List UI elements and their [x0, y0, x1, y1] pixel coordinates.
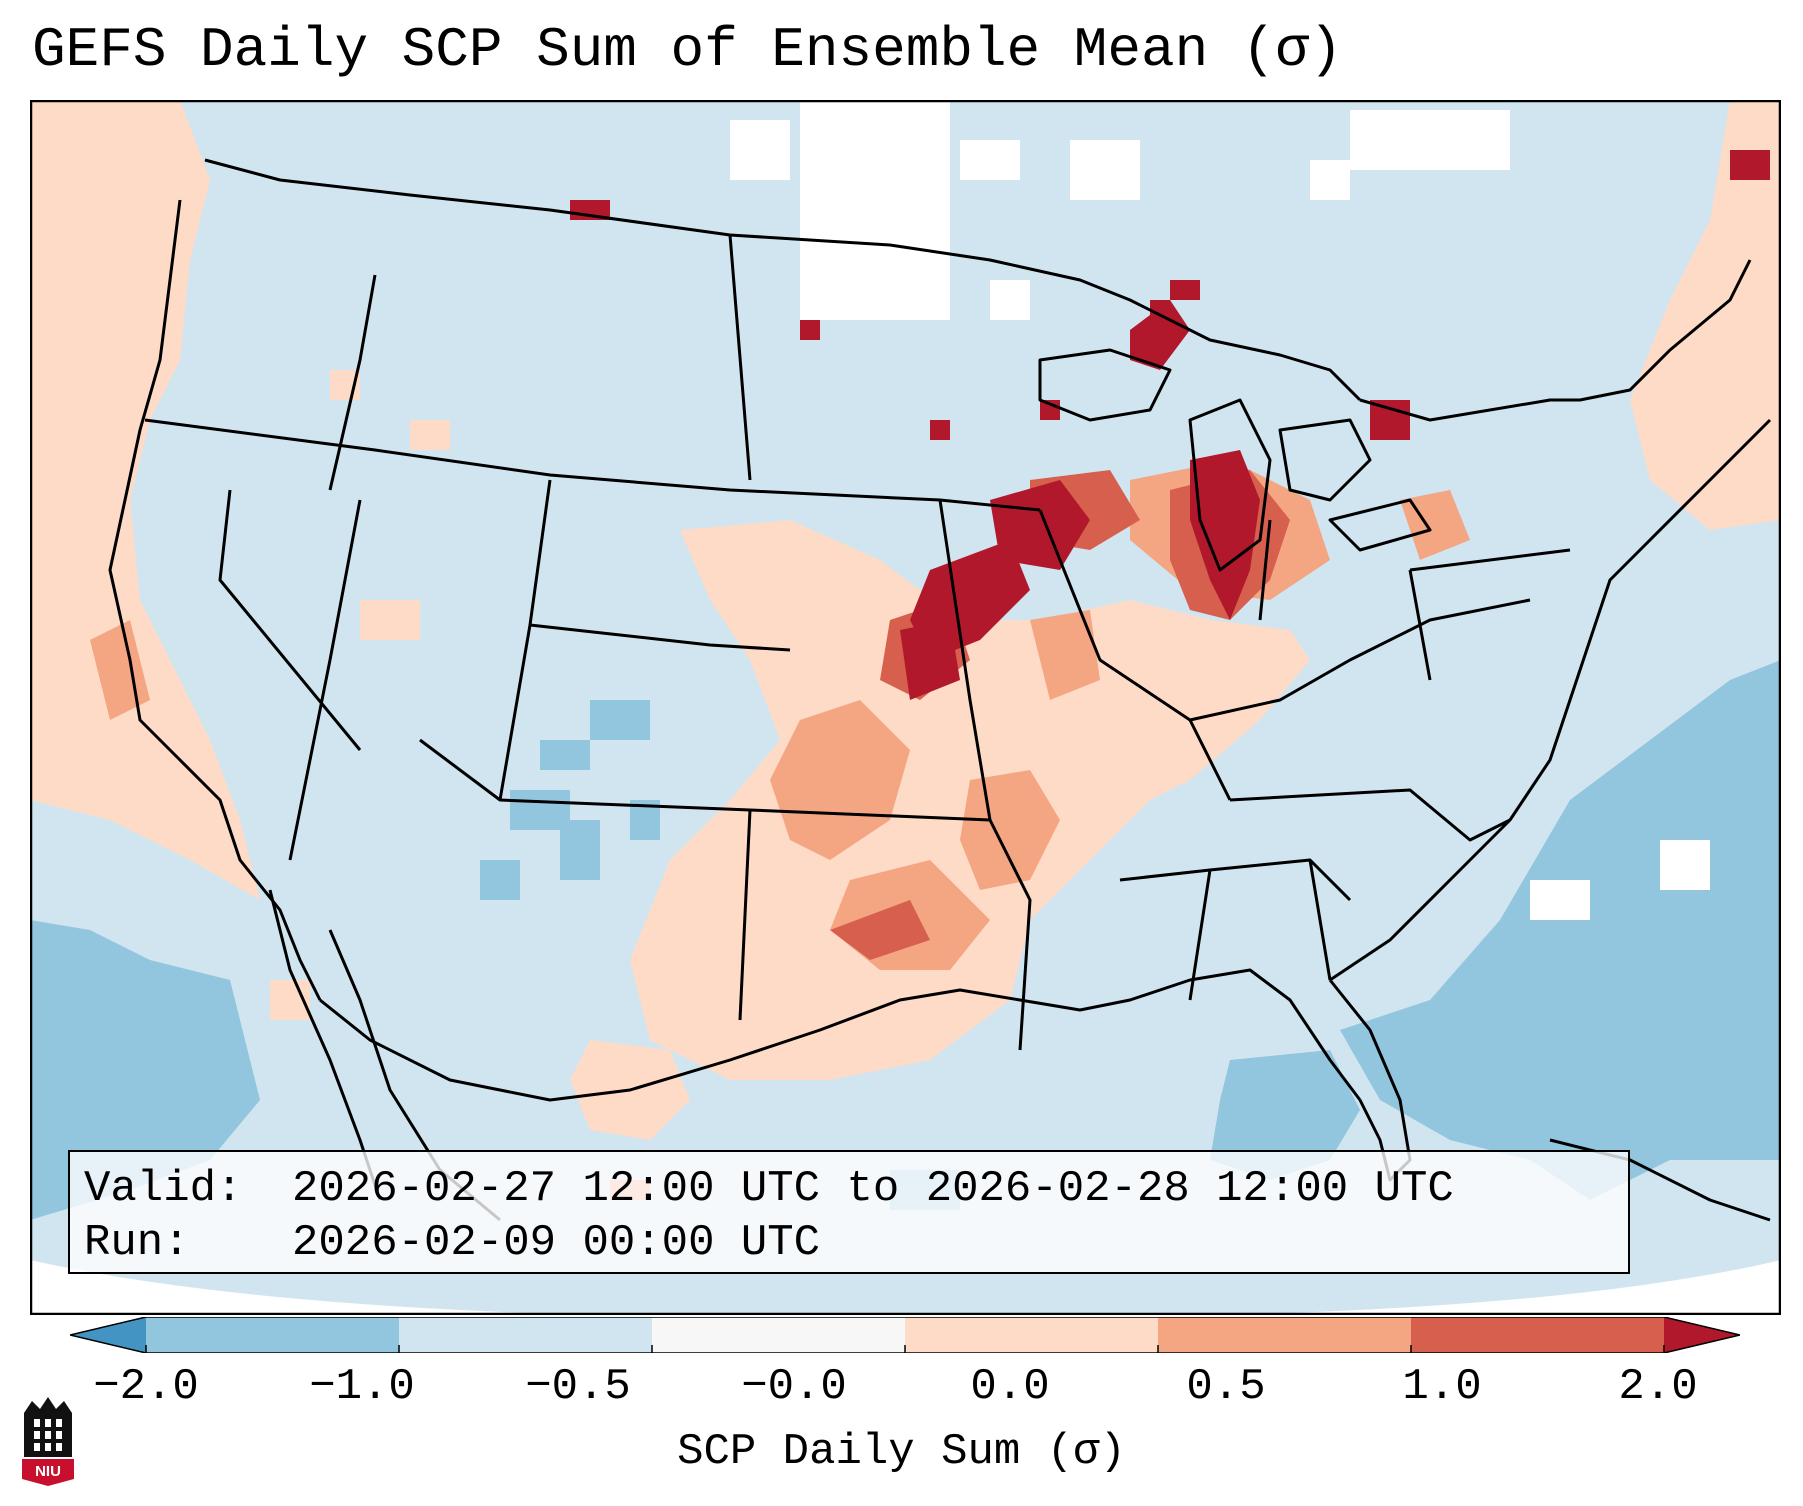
us-canada-border: [204, 158, 1362, 402]
colorbar-label: SCP Daily Sum (σ): [677, 1427, 1126, 1477]
great-lakes: [1038, 348, 1432, 572]
gulf-coast: [319, 968, 1362, 1102]
colorbar-segment: [1158, 1317, 1412, 1353]
field-weak-negative: [30, 660, 1781, 1220]
map-frame: [30, 100, 1781, 1315]
valid-value: 2026-02-27 12:00 UTC to 2026-02-28 12:00…: [292, 1164, 1454, 1214]
boundaries: [108, 158, 1772, 1222]
colorbar-segment: [905, 1317, 1159, 1353]
svg-text:NIU: NIU: [35, 1463, 61, 1480]
colorbar-tick: 1.0: [1402, 1362, 1482, 1412]
colorbar-segment: [652, 1317, 906, 1353]
run-label: Run:: [84, 1218, 190, 1268]
colorbar-segment: [146, 1317, 400, 1353]
validity-info-box: Valid: 2026-02-27 12:00 UTC to 2026-02-28…: [68, 1150, 1630, 1274]
us-canada-border-east: [1359, 259, 1752, 422]
colorbar-tick: −0.0: [741, 1362, 847, 1412]
colorbar-tick: −2.0: [93, 1362, 199, 1412]
projection-edge-right: [1230, 1260, 1781, 1315]
map-panel: [30, 100, 1781, 1315]
colorbar-segment: [399, 1317, 653, 1353]
run-row: Run: 2026-02-09 00:00 UTC: [84, 1216, 1614, 1270]
colorbar-tick: −0.5: [525, 1362, 631, 1412]
run-value: 2026-02-09 00:00 UTC: [292, 1218, 821, 1268]
colorbar: [70, 1317, 1740, 1353]
colorbar-tick: 0.0: [970, 1362, 1050, 1412]
chart-title: GEFS Daily SCP Sum of Ensemble Mean (σ): [32, 18, 1343, 82]
projection-edge-left: [30, 1260, 590, 1315]
colorbar-extend-low: [70, 1317, 146, 1353]
colorbar-tick: −1.0: [309, 1362, 415, 1412]
colorbar-extend-high: [1664, 1317, 1740, 1353]
atlantic-coast: [1329, 418, 1772, 982]
valid-label: Valid:: [84, 1164, 243, 1214]
field-neutral: [730, 100, 1710, 920]
valid-row: Valid: 2026-02-27 12:00 UTC to 2026-02-28…: [84, 1162, 1614, 1216]
niu-logo: NIU: [22, 1397, 74, 1486]
colorbar-tick: 2.0: [1618, 1362, 1698, 1412]
colorbar-segment: [1411, 1317, 1665, 1353]
colorbar-tick: 0.5: [1186, 1362, 1266, 1412]
field-very-strong-positive: [570, 150, 1770, 700]
state-lines: [144, 234, 1571, 1051]
